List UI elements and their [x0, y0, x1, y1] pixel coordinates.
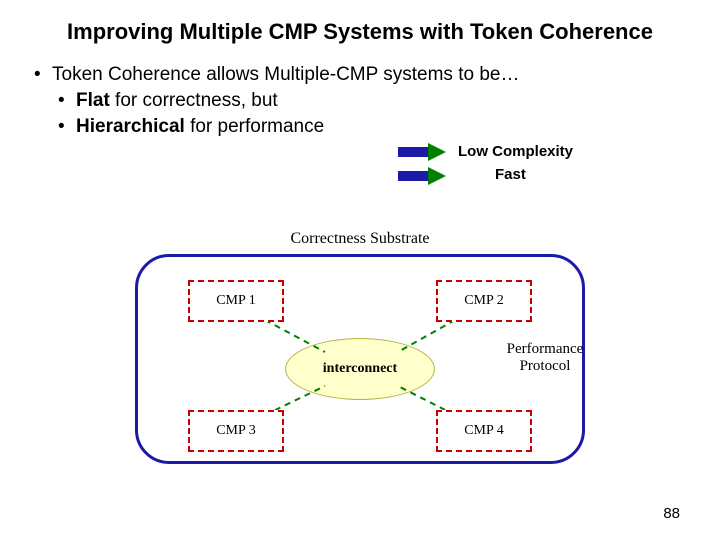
cmp-4: CMP 4 [436, 410, 532, 452]
bullet-2: Flat for correctness, but [30, 90, 720, 112]
bullet-2-bold: Flat [76, 90, 110, 111]
bullet-3: Hierarchical for performance [30, 116, 720, 138]
slide-title: Improving Multiple CMP Systems with Toke… [0, 0, 720, 46]
bullet-3-rest: for performance [185, 116, 324, 137]
page-number: 88 [663, 505, 680, 522]
annotation-fast: Fast [495, 166, 526, 183]
cmp-3: CMP 3 [188, 410, 284, 452]
annotation-low-complexity: Low Complexity [458, 143, 573, 160]
bullet-3-bold: Hierarchical [76, 116, 185, 137]
bullet-list: Token Coherence allows Multiple-CMP syst… [0, 46, 720, 138]
cmp-1: CMP 1 [188, 280, 284, 322]
arrow-icon-1 [398, 143, 446, 161]
cmp-2: CMP 2 [436, 280, 532, 322]
perf-line2: Protocol [490, 358, 600, 375]
interconnect-node: interconnect [285, 338, 435, 400]
bullet-2-rest: for correctness, but [110, 90, 278, 111]
bullet-1: Token Coherence allows Multiple-CMP syst… [30, 64, 720, 86]
arrow-icon-2 [398, 167, 446, 185]
diagram: Correctness Substrate interconnect CMP 1… [120, 230, 600, 490]
substrate-label: Correctness Substrate [120, 230, 600, 248]
performance-protocol-label: Performance Protocol [490, 341, 600, 376]
perf-line1: Performance [490, 341, 600, 358]
